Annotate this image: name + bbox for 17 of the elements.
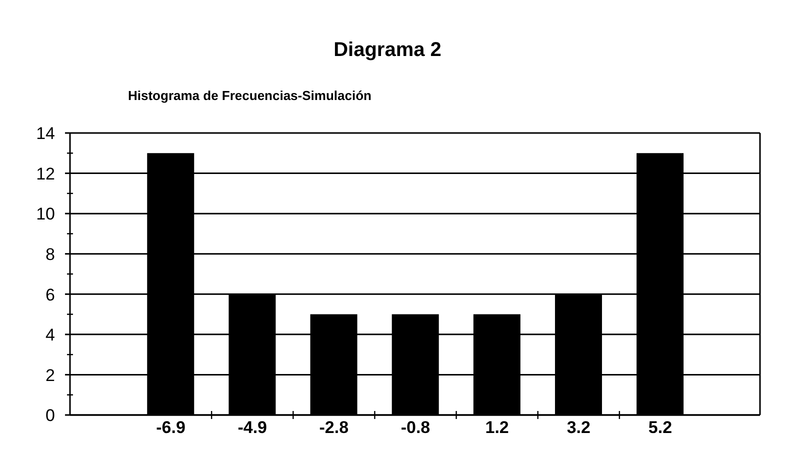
y-tick-label: 14 <box>36 124 55 144</box>
y-tick-label: 8 <box>46 244 55 264</box>
chart-title: Diagrama 2 <box>332 38 442 62</box>
y-tick-label: 12 <box>36 164 55 184</box>
x-tick-label: -6.9 <box>156 418 186 437</box>
y-tick-label: 6 <box>46 285 55 304</box>
y-tick-label: 0 <box>46 406 55 426</box>
x-tick-label: 5.2 <box>648 418 672 437</box>
x-tick-label: -0.8 <box>400 418 430 437</box>
x-tick-label: 1.2 <box>485 418 509 437</box>
x-tick-label: 3.2 <box>566 418 590 437</box>
chart-subtitle: Histograma de Frecuencias-Simulación <box>128 88 372 104</box>
x-tick-label: -4.9 <box>238 418 268 437</box>
y-tick-label: 10 <box>36 204 55 224</box>
y-tick-label: 4 <box>46 326 55 345</box>
x-tick-label: -2.8 <box>319 418 349 437</box>
y-tick-label: 2 <box>46 366 55 385</box>
